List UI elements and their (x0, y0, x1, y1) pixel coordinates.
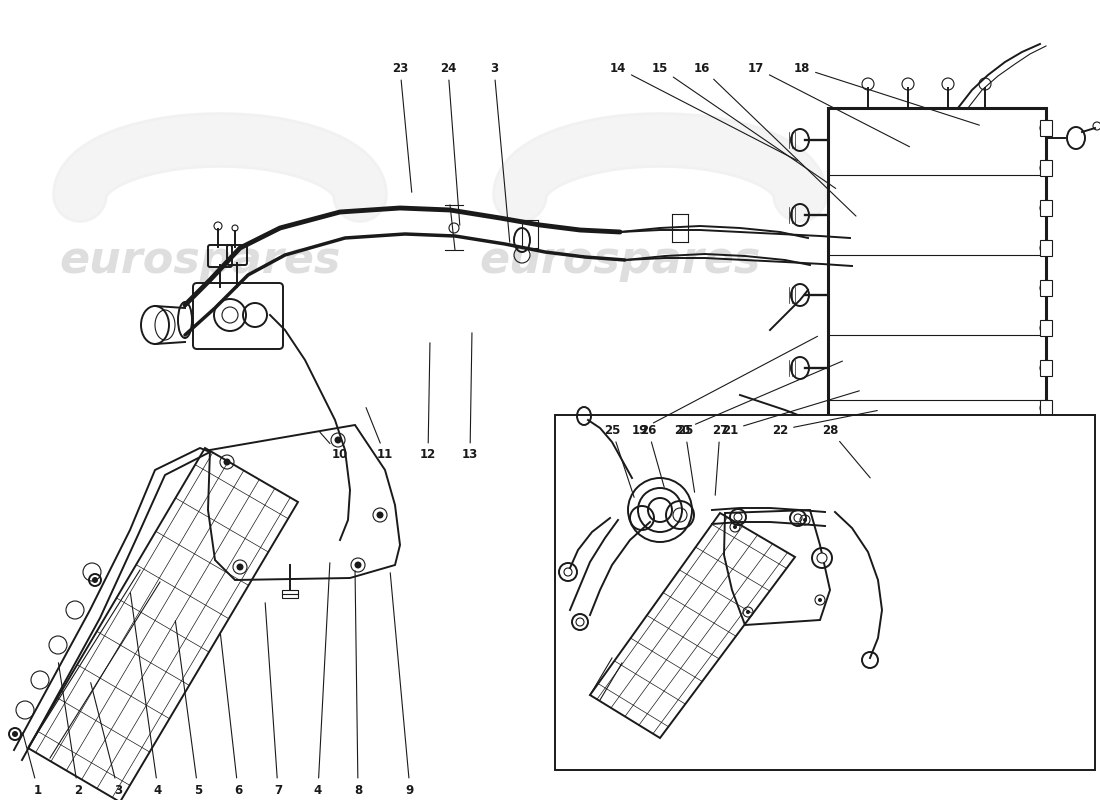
Text: 18: 18 (794, 62, 979, 125)
Bar (1040, 430, 1052, 446)
Bar (1040, 400, 1052, 416)
Text: 12: 12 (420, 342, 436, 462)
Text: 13: 13 (462, 333, 478, 462)
Text: 21: 21 (722, 391, 859, 437)
Circle shape (733, 525, 737, 529)
Circle shape (92, 577, 98, 583)
Circle shape (12, 731, 18, 737)
Text: 9: 9 (390, 573, 414, 797)
Text: 16: 16 (694, 62, 856, 216)
Text: 8: 8 (354, 570, 362, 797)
Text: 5: 5 (175, 621, 202, 797)
Text: eurospares: eurospares (480, 238, 761, 282)
Circle shape (576, 618, 584, 626)
Text: 28: 28 (822, 423, 870, 478)
Bar (1040, 360, 1052, 376)
Text: 17: 17 (748, 62, 910, 146)
Circle shape (746, 610, 750, 614)
Text: 4: 4 (314, 562, 330, 797)
Text: 20: 20 (674, 361, 843, 437)
Text: 23: 23 (392, 62, 411, 192)
Bar (1040, 200, 1052, 216)
Text: 14: 14 (609, 62, 798, 161)
Text: 1: 1 (23, 733, 42, 797)
Circle shape (334, 437, 341, 443)
Circle shape (223, 458, 231, 466)
Text: 10: 10 (320, 432, 348, 462)
Text: 26: 26 (640, 423, 664, 487)
Text: 25: 25 (676, 423, 694, 492)
Text: 11: 11 (366, 407, 393, 462)
Bar (282, 590, 298, 598)
Text: 2: 2 (58, 662, 82, 797)
Circle shape (803, 518, 807, 522)
Text: 24: 24 (440, 62, 460, 226)
Text: 7: 7 (265, 602, 282, 797)
Text: 19: 19 (631, 336, 817, 437)
Bar (1040, 280, 1052, 296)
Circle shape (354, 562, 362, 569)
Circle shape (376, 511, 384, 518)
Text: 25: 25 (604, 423, 634, 498)
Circle shape (818, 598, 822, 602)
Bar (556, 415, 1094, 770)
Text: 22: 22 (772, 410, 878, 437)
Circle shape (817, 553, 827, 563)
Text: 6: 6 (220, 633, 242, 797)
Circle shape (236, 563, 243, 570)
Bar (1040, 160, 1052, 176)
Bar (1040, 320, 1052, 336)
Text: 27: 27 (712, 423, 728, 495)
Text: 15: 15 (652, 62, 836, 189)
Text: eurospares: eurospares (59, 238, 341, 282)
Text: 3: 3 (90, 682, 122, 797)
Bar (1040, 240, 1052, 256)
Text: 3: 3 (490, 62, 509, 242)
Text: 4: 4 (131, 593, 162, 797)
Bar (1040, 120, 1052, 136)
